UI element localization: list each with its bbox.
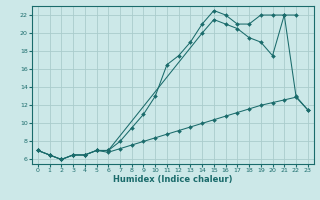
X-axis label: Humidex (Indice chaleur): Humidex (Indice chaleur) — [113, 175, 233, 184]
